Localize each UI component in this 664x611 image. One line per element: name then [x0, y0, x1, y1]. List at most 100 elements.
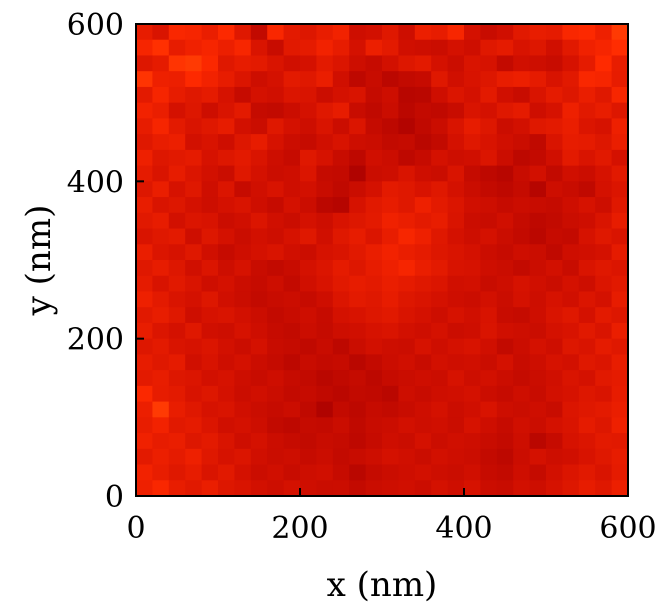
heatmap-cell: [283, 197, 301, 214]
heatmap-cell: [185, 354, 203, 371]
heatmap-cell: [218, 417, 235, 434]
heatmap-cell: [382, 118, 399, 135]
heatmap-cell: [496, 433, 514, 450]
heatmap-cell: [447, 401, 465, 418]
heatmap-cell: [365, 480, 383, 497]
heatmap-cell: [185, 417, 203, 434]
heatmap-cell: [136, 197, 153, 214]
heatmap-cell: [431, 228, 449, 245]
heatmap-cell: [414, 24, 432, 41]
heatmap-cell: [168, 39, 186, 57]
heatmap-cell: [185, 322, 203, 340]
heatmap-cell: [185, 464, 203, 481]
heatmap-cell: [283, 448, 301, 466]
heatmap-cell: [300, 448, 317, 466]
heatmap-cell: [562, 197, 580, 214]
heatmap-cell: [283, 433, 301, 450]
heatmap-cell: [546, 102, 563, 119]
heatmap-cell: [152, 86, 170, 104]
heatmap-cell: [168, 102, 186, 119]
heatmap-cell: [316, 134, 334, 151]
heatmap-cell: [595, 464, 613, 481]
heatmap-cell: [185, 134, 203, 151]
heatmap-cell: [283, 401, 301, 418]
heatmap-cell: [136, 228, 153, 245]
heatmap-cell: [250, 212, 268, 230]
heatmap-cell: [250, 322, 268, 340]
heatmap-cell: [480, 55, 498, 72]
heatmap-cell: [529, 354, 547, 371]
heatmap-cell: [595, 86, 613, 104]
y-tick-label: 200: [67, 323, 124, 358]
heatmap-cell: [595, 228, 613, 245]
heatmap-cell: [218, 275, 235, 293]
heatmap-cell: [316, 244, 334, 261]
heatmap-cell: [250, 149, 268, 167]
heatmap-cell: [250, 55, 268, 72]
heatmap-cell: [283, 212, 301, 230]
heatmap-cell: [464, 433, 481, 450]
heatmap-cell: [578, 212, 596, 230]
heatmap-cell: [283, 86, 301, 104]
heatmap-cell: [447, 370, 465, 387]
heatmap-cell: [365, 228, 383, 245]
heatmap-cell: [513, 260, 531, 277]
heatmap-cell: [529, 24, 547, 41]
heatmap-cell: [382, 39, 399, 57]
heatmap-cell: [398, 338, 416, 355]
heatmap-cell: [283, 102, 301, 119]
heatmap-cell: [185, 212, 203, 230]
heatmap-cell: [300, 244, 317, 261]
heatmap-cell: [578, 448, 596, 466]
heatmap-cell: [464, 181, 481, 198]
heatmap-cell: [152, 354, 170, 371]
heatmap-cell: [480, 212, 498, 230]
heatmap-cell: [234, 448, 252, 466]
y-tick-label: 0: [105, 480, 124, 515]
heatmap-cell: [513, 480, 531, 497]
heatmap-cell: [349, 448, 367, 466]
heatmap-cell: [414, 448, 432, 466]
heatmap-cell: [234, 291, 252, 308]
heatmap-cell: [546, 149, 563, 167]
heatmap-cell: [431, 385, 449, 403]
heatmap-cell: [546, 39, 563, 57]
heatmap-cell: [562, 165, 580, 182]
heatmap-cell: [349, 275, 367, 293]
heatmap-cell: [496, 370, 514, 387]
heatmap-cell: [152, 24, 170, 41]
heatmap-cell: [283, 134, 301, 151]
heatmap-cell: [431, 433, 449, 450]
heatmap-cell: [250, 244, 268, 261]
heatmap-cell: [447, 322, 465, 340]
heatmap-cell: [234, 260, 252, 277]
heatmap-cell: [480, 134, 498, 151]
heatmap-cell: [185, 71, 203, 88]
heatmap-cell: [562, 86, 580, 104]
heatmap-cell: [185, 480, 203, 497]
heatmap-cell: [349, 322, 367, 340]
heatmap-cell: [365, 24, 383, 41]
heatmap-cell: [316, 24, 334, 41]
heatmap-cell: [168, 322, 186, 340]
heatmap-cell: [611, 39, 629, 57]
heatmap-cell: [480, 354, 498, 371]
heatmap-cell: [447, 197, 465, 214]
heatmap-cell: [546, 354, 563, 371]
heatmap-cell: [382, 181, 399, 198]
heatmap-cell: [513, 197, 531, 214]
heatmap-cell: [546, 275, 563, 293]
heatmap-cell: [136, 86, 153, 104]
heatmap-cell: [250, 134, 268, 151]
heatmap-cell: [218, 322, 235, 340]
heatmap-cell: [611, 118, 629, 135]
heatmap-cell: [513, 24, 531, 41]
heatmap-cell: [513, 354, 531, 371]
heatmap-cell: [546, 228, 563, 245]
heatmap-cell: [349, 338, 367, 355]
heatmap-cell: [529, 86, 547, 104]
heatmap-cell: [218, 244, 235, 261]
heatmap-cell: [300, 71, 317, 88]
heatmap-cell: [365, 417, 383, 434]
heatmap-cell: [234, 228, 252, 245]
